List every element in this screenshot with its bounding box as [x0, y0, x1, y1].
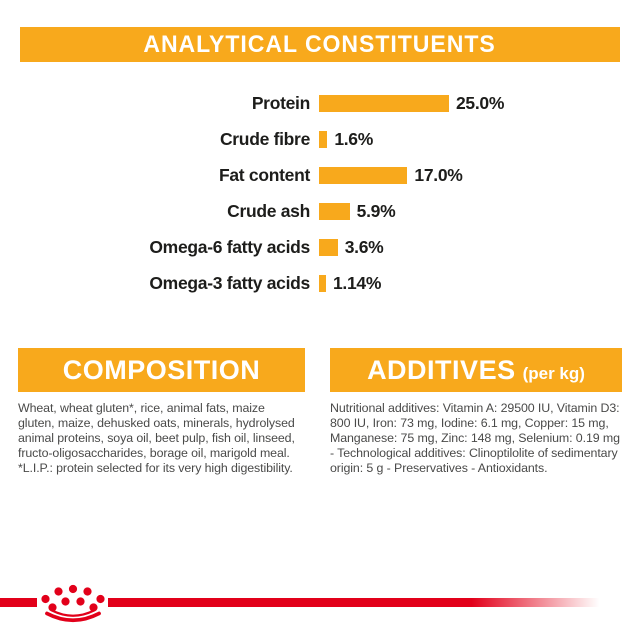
royal-canin-crown-logo: [41, 584, 105, 623]
bar: [319, 166, 408, 184]
bar-value: 3.6%: [344, 236, 384, 257]
bar: [319, 202, 350, 220]
additives-text: Nutritional additives: Vitamin A: 29500 …: [330, 401, 620, 475]
bar-value: 1.6%: [334, 128, 374, 149]
bar: [319, 94, 449, 112]
chart-row: Fat content 17.0%: [0, 157, 640, 193]
bar-value: 17.0%: [414, 164, 463, 185]
brand-stripe-right: [108, 598, 620, 607]
bar-label: Crude fibre: [219, 128, 310, 149]
chart-row: Crude fibre 1.6%: [0, 121, 640, 157]
composition-text: Wheat, wheat gluten*, rice, animal fats,…: [18, 401, 295, 475]
brand-stripe-left: [0, 598, 37, 607]
bar-label: Fat content: [218, 164, 310, 185]
bar: [319, 130, 328, 148]
bar-value: 25.0%: [456, 92, 505, 113]
bar-value: 1.14%: [333, 272, 382, 293]
additives-title: ADDITIVES: [367, 354, 516, 385]
additives-header: ADDITIVES (per kg): [330, 348, 622, 392]
chart-row: Crude ash 5.9%: [0, 193, 640, 229]
additives-title-suffix: (per kg): [522, 363, 585, 383]
chart-row: Omega-6 fatty acids 3.6%: [0, 229, 640, 265]
bar-label: Omega-3 fatty acids: [149, 272, 310, 293]
chart-row: Protein 25.0%: [0, 85, 640, 121]
bar-label: Omega-6 fatty acids: [149, 236, 310, 257]
analytical-constituents-title: ANALYTICAL CONSTITUENTS: [143, 30, 497, 58]
bar: [319, 238, 338, 256]
analytical-constituents-header: ANALYTICAL CONSTITUENTS: [20, 27, 620, 62]
bar: [319, 274, 326, 292]
chart-row: Omega-3 fatty acids 1.14%: [0, 265, 640, 301]
bar-label: Protein: [251, 92, 310, 113]
bar-value: 5.9%: [356, 200, 396, 221]
composition-title: COMPOSITION: [62, 354, 261, 385]
analytical-constituents-bar-chart: Protein 25.0% Crude fibre 1.6% Fat content 17…: [0, 85, 640, 301]
composition-header: COMPOSITION: [18, 348, 305, 392]
bar-label: Crude ash: [227, 200, 310, 221]
